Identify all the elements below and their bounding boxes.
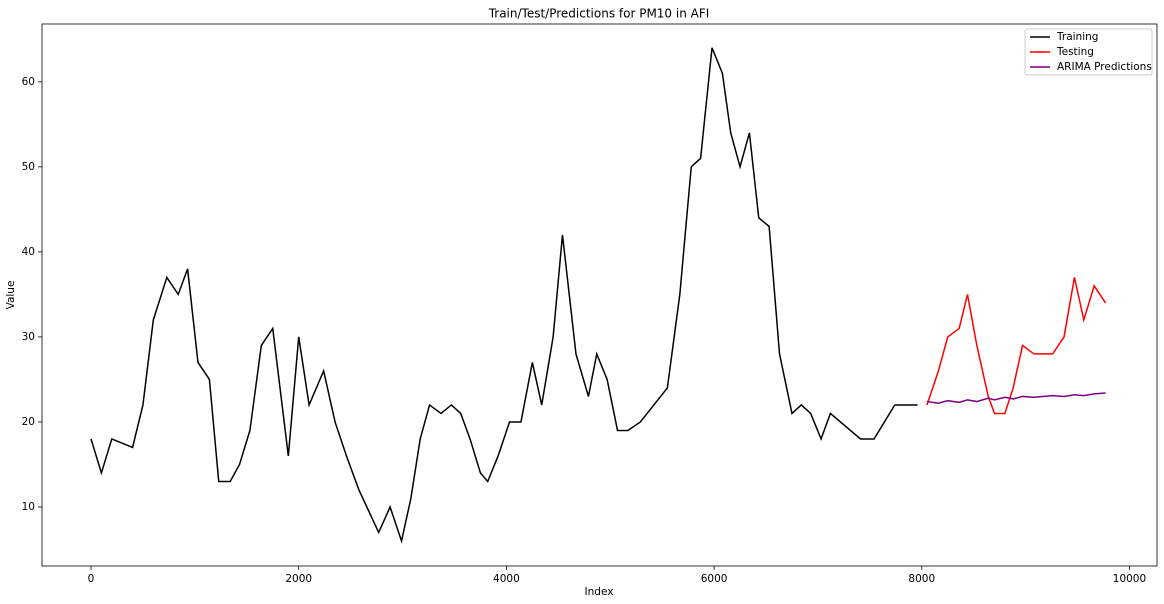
y-tick-label: 10 [22, 501, 35, 513]
x-axis-label: Index [585, 586, 614, 598]
legend-box [1024, 28, 1153, 76]
x-tick-label: 4000 [493, 573, 520, 585]
y-tick-label: 30 [22, 331, 35, 343]
y-tick-label: 60 [22, 76, 35, 88]
series-line [926, 277, 1107, 415]
x-tick-label: 10000 [1113, 573, 1146, 585]
x-tick-label: 8000 [908, 573, 935, 585]
series-line [926, 392, 1106, 405]
chart-title: Train/Test/Predictions for PM10 in AFI [488, 7, 710, 21]
legend-label: Training [1056, 31, 1098, 43]
plot-frame [41, 23, 1158, 567]
x-tick-label: 2000 [285, 573, 312, 585]
y-tick-label: 40 [22, 246, 35, 258]
x-tick-label: 0 [88, 573, 95, 585]
y-tick-label: 20 [22, 416, 35, 428]
y-axis-label: Value [5, 281, 17, 310]
y-tick-label: 50 [22, 161, 35, 173]
x-tick-label: 6000 [701, 573, 728, 585]
legend-label: Testing [1056, 46, 1094, 58]
legend-label: ARIMA Predictions [1057, 61, 1152, 73]
legend: Training Testing ARIMA Predictions [1024, 28, 1153, 76]
series-line [90, 47, 918, 544]
